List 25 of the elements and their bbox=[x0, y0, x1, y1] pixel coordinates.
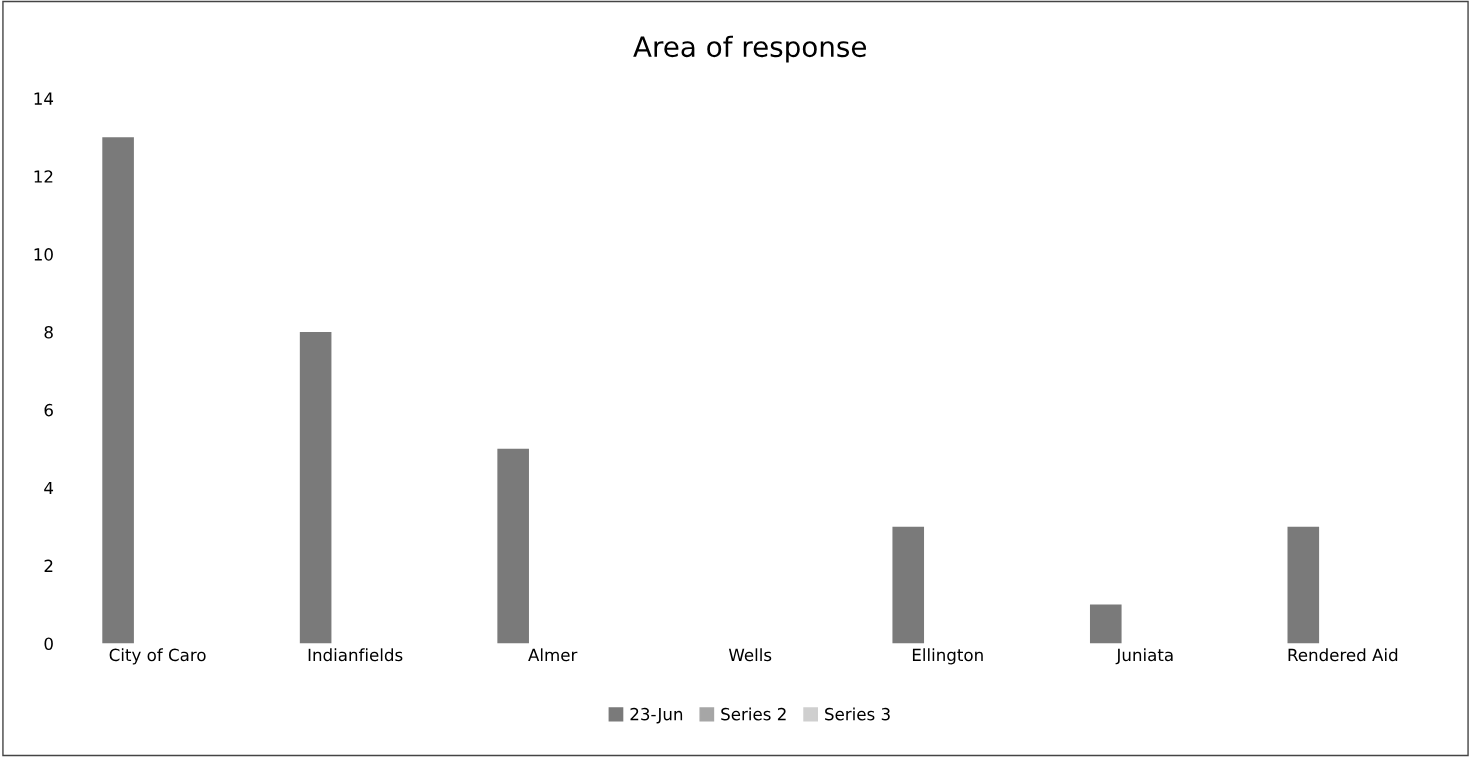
x-tick-label: Rendered Aid bbox=[1288, 648, 1398, 662]
y-tick-label: 10 bbox=[34, 248, 53, 261]
chart-title: Area of response bbox=[633, 35, 866, 63]
legend-label: 23-Jun bbox=[630, 707, 683, 724]
y-tick-label: 14 bbox=[34, 92, 54, 105]
bar bbox=[299, 332, 332, 644]
legend-label: Series 2 bbox=[721, 707, 786, 721]
x-tick-label: Indianfields bbox=[308, 648, 403, 662]
bar bbox=[1287, 526, 1320, 644]
x-tick-label: Ellington bbox=[912, 648, 983, 665]
bar bbox=[497, 448, 529, 644]
x-tick-label: City of Caro bbox=[109, 648, 206, 665]
y-tick-label: 8 bbox=[44, 325, 53, 339]
bar bbox=[892, 526, 925, 644]
y-tick-label: 4 bbox=[44, 481, 54, 495]
bar bbox=[1089, 604, 1122, 644]
x-tick-label: Juniata bbox=[1115, 648, 1173, 665]
y-tick-label: 6 bbox=[44, 403, 53, 417]
bar bbox=[102, 137, 134, 644]
y-tick-label: 12 bbox=[34, 170, 53, 183]
legend-label: Series 3 bbox=[825, 707, 890, 721]
x-tick-label: Wells bbox=[728, 648, 772, 662]
y-tick-label: 0 bbox=[44, 637, 53, 651]
x-tick-label: Almer bbox=[528, 648, 578, 662]
y-tick-label: 2 bbox=[44, 559, 53, 572]
